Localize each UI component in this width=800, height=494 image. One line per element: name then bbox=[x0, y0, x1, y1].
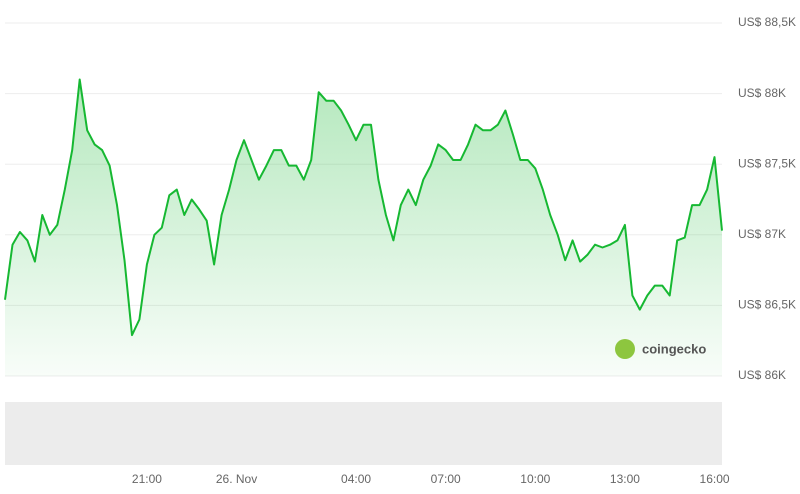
y-tick-label: US$ 86K bbox=[738, 368, 786, 382]
y-tick-label: US$ 88,5K bbox=[738, 15, 796, 29]
logo bbox=[615, 339, 635, 359]
x-tick-label: 13:00 bbox=[610, 472, 640, 486]
watermark: coingecko bbox=[642, 341, 706, 356]
y-tick-label: US$ 87,5K bbox=[738, 156, 796, 170]
y-tick-label: US$ 88K bbox=[738, 86, 786, 100]
price-line bbox=[4, 78, 723, 337]
area bbox=[5, 79, 722, 376]
x-tick-label: 04:00 bbox=[341, 472, 371, 486]
x-tick-label: 16:00 bbox=[700, 472, 730, 486]
x-tick-label: 10:00 bbox=[520, 472, 550, 486]
y-tick-label: US$ 86,5K bbox=[738, 298, 796, 312]
x-tick-label: 26. Nov bbox=[216, 472, 257, 486]
x-tick-label: 21:00 bbox=[132, 472, 162, 486]
y-tick-label: US$ 87K bbox=[738, 227, 786, 241]
volume-band bbox=[5, 402, 722, 465]
x-tick-label: 07:00 bbox=[431, 472, 461, 486]
